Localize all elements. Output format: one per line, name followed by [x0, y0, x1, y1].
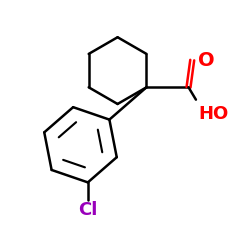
Text: HO: HO	[198, 104, 229, 122]
Text: O: O	[198, 50, 214, 70]
Text: Cl: Cl	[78, 201, 98, 219]
